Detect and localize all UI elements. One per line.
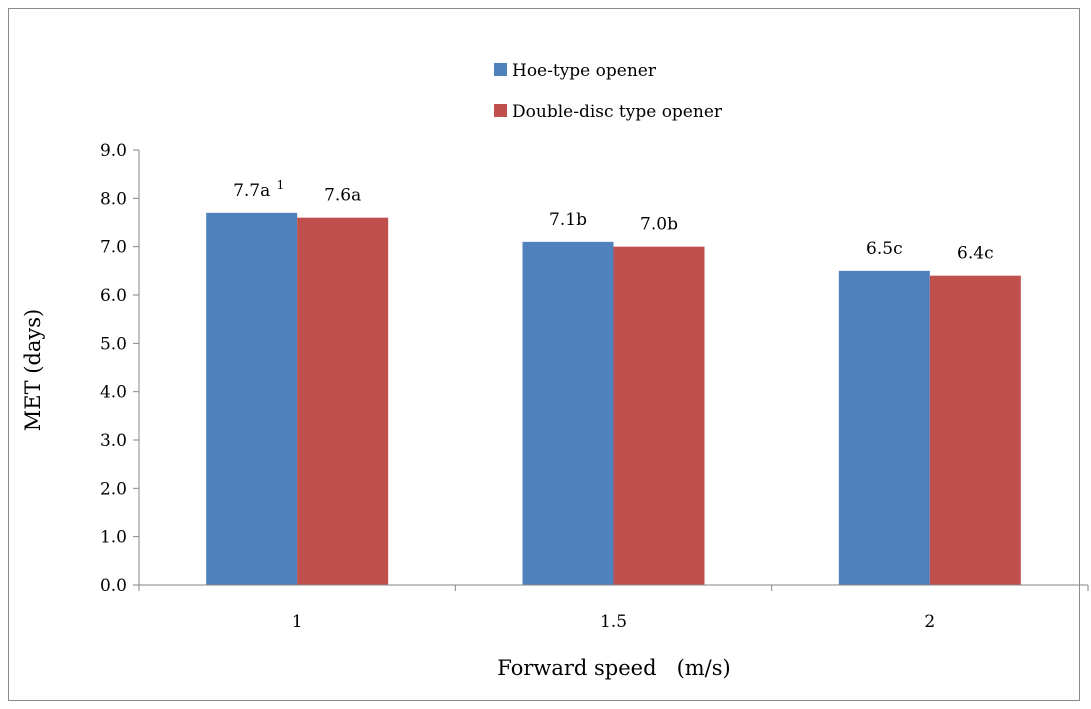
bar-labels: 7.7a 1 7.6a 7.1b 7.0b 6.5c 6.4c [233, 178, 994, 264]
bar-hoe-type [838, 270, 930, 585]
x-tick-label: 1 [292, 612, 303, 632]
bar-double-disc-type [929, 275, 1021, 585]
data-label: 7.0b [640, 215, 678, 235]
legend-swatch-double-disc-type [494, 104, 507, 117]
y-tick-label: 7.0 [100, 238, 127, 258]
y-axis-label: MET (days) [21, 309, 45, 432]
x-axis-label: Forward speed (m/s) [497, 656, 730, 680]
y-axis-ticks: 0.0 1.0 2.0 3.0 4.0 5.0 6.0 7.0 8.0 9.0 [100, 141, 139, 596]
data-label: 6.5c [866, 239, 903, 259]
data-label: 7.7a [233, 181, 270, 201]
bar-double-disc-type [297, 217, 389, 585]
footnote-mark: 1 [277, 178, 285, 192]
x-axis-ticks: 1 1.5 2 [138, 585, 1089, 632]
y-tick-label: 5.0 [100, 334, 127, 354]
y-tick-label: 3.0 [100, 431, 127, 451]
y-tick-label: 8.0 [100, 189, 127, 209]
legend-label-double-disc-type: Double-disc type opener [512, 102, 723, 122]
data-label: 7.1b [549, 210, 587, 230]
bar-hoe-type [522, 241, 614, 586]
y-tick-label: 1.0 [100, 528, 127, 548]
data-label: 7.6a [324, 186, 361, 206]
y-tick-label: 0.0 [100, 576, 127, 596]
legend-label-hoe-type: Hoe-type opener [512, 61, 657, 81]
data-label: 6.4c [957, 244, 994, 264]
legend: Hoe-type opener Double-disc type opener [494, 61, 723, 122]
legend-swatch-hoe-type [494, 63, 507, 76]
y-tick-label: 4.0 [100, 383, 127, 403]
x-tick-label: 2 [924, 612, 935, 632]
bar-double-disc-type [613, 246, 705, 585]
y-tick-label: 2.0 [100, 479, 127, 499]
y-tick-label: 6.0 [100, 286, 127, 306]
x-tick-label: 1.5 [600, 612, 627, 632]
bar-hoe-type [206, 212, 298, 586]
bars [206, 212, 1021, 586]
y-tick-label: 9.0 [100, 141, 127, 161]
